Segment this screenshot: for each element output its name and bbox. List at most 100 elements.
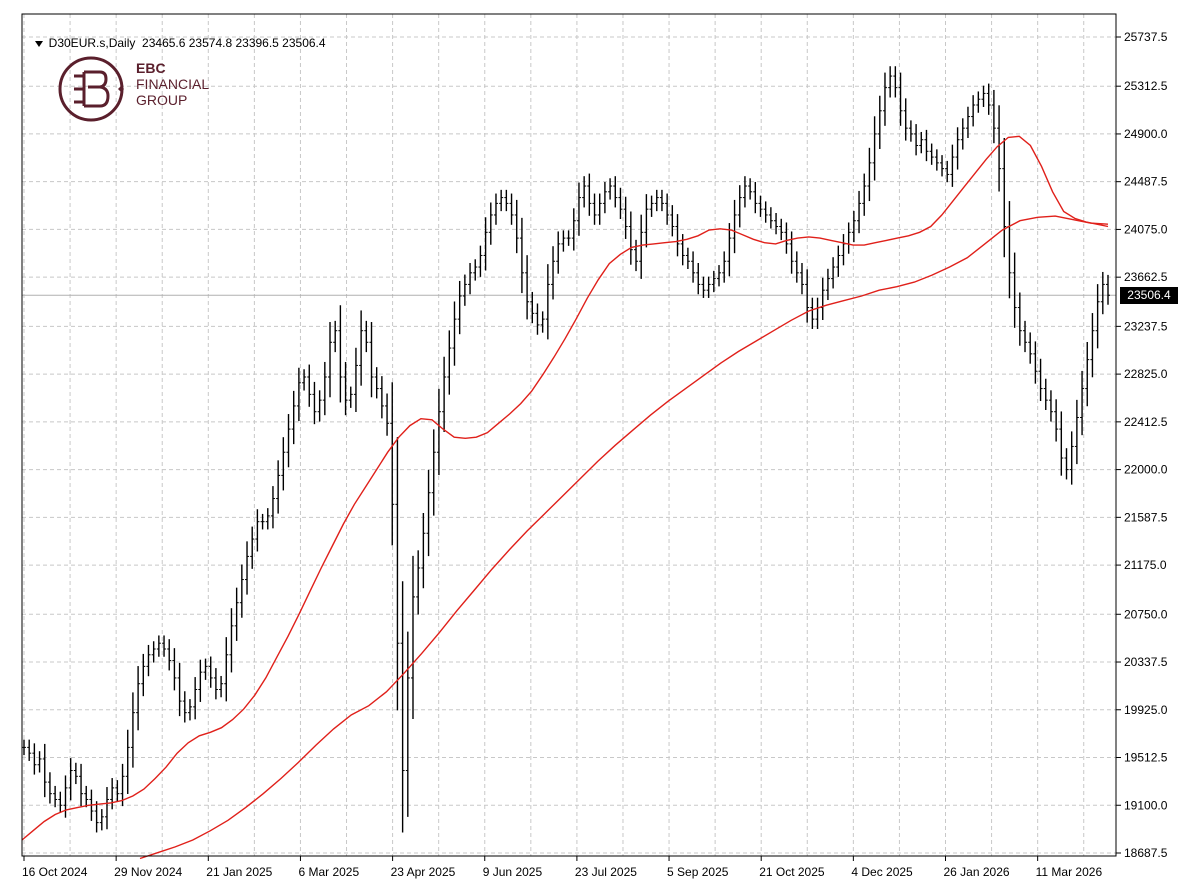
- ohlc-bar: [125, 729, 130, 794]
- ohlc-bar: [234, 587, 239, 641]
- ohlc-bar: [1090, 313, 1095, 378]
- ohlc-bar: [255, 509, 260, 552]
- x-tick-label: 9 Jun 2025: [483, 865, 543, 879]
- y-tick-label: 22825.0: [1124, 367, 1168, 381]
- ohlc-bar: [504, 189, 509, 212]
- ohlc-bar: [203, 658, 208, 680]
- ohlc-bar: [1028, 332, 1033, 364]
- x-tick-label: 5 Sep 2025: [667, 865, 729, 879]
- ohlc-bar: [379, 376, 384, 419]
- current-price-badge: 23506.4: [1120, 287, 1178, 305]
- ohlc-bar: [94, 801, 99, 833]
- ohlc-bar: [431, 429, 436, 516]
- ohlc-bar: [27, 739, 32, 761]
- ohlc-bar: [675, 214, 680, 257]
- ohlc-bar: [369, 322, 374, 398]
- ohlc-bar: [561, 230, 566, 252]
- ohlc-bar: [914, 124, 919, 156]
- ohlc-bar: [815, 297, 820, 329]
- ohlc-bar: [711, 270, 716, 293]
- ohlc-bar: [317, 390, 322, 422]
- ohlc-bar: [141, 653, 146, 697]
- ohlc-bar: [831, 257, 836, 289]
- ohlc-bar: [270, 486, 275, 529]
- ohlc-bar: [426, 469, 431, 557]
- y-tick-label: 24900.0: [1124, 127, 1168, 141]
- ohlc-bar: [208, 656, 213, 688]
- ohlc-bar: [1002, 137, 1007, 258]
- ohlc-bar: [976, 91, 981, 113]
- ohlc-bar: [535, 303, 540, 335]
- moving-averages: [21, 135, 1109, 860]
- ohlc-bar: [779, 218, 784, 241]
- ohlc-bar: [452, 301, 457, 366]
- ohlc-bar: [395, 437, 400, 711]
- ohlc-bar: [950, 144, 955, 187]
- y-tick-label: 20750.0: [1124, 607, 1168, 621]
- ohlc-bar: [825, 268, 830, 301]
- ohlc-bar: [717, 265, 722, 287]
- ohlc-bar: [307, 364, 312, 407]
- ohlc-bar: [540, 311, 545, 333]
- logo-line-3: GROUP: [136, 92, 188, 108]
- ohlc-bar: [328, 322, 333, 398]
- ohlc-bar: [758, 195, 763, 217]
- ohlc-bar: [836, 245, 841, 277]
- x-tick-label: 23 Apr 2025: [391, 865, 456, 879]
- ohlc-bar: [955, 127, 960, 170]
- ohlc-bar: [514, 199, 519, 254]
- ohlc-bar: [478, 245, 483, 277]
- ohlc-bar: [551, 246, 556, 300]
- ohlc-bar: [509, 193, 514, 225]
- ohlc-bar: [22, 739, 26, 756]
- dropdown-triangle-icon[interactable]: [34, 40, 43, 47]
- ohlc-bar: [447, 330, 452, 395]
- ohlc-bar: [291, 390, 296, 445]
- ohlc-bar: [810, 297, 815, 329]
- ohlc-bar: [634, 239, 639, 272]
- ohlc-bar: [99, 809, 104, 831]
- ohlc-bar: [1043, 378, 1048, 410]
- ohlc-bar: [623, 196, 628, 239]
- ohlc-bar: [753, 181, 758, 214]
- ohlc-bar: [385, 393, 390, 436]
- ohlc-bar: [37, 751, 42, 773]
- ohlc-bar: [302, 369, 307, 391]
- ohlc-bar: [997, 105, 1002, 192]
- ohlc-bar: [882, 72, 887, 126]
- x-tick-label: 6 Mar 2025: [298, 865, 359, 879]
- ohlc-bar: [224, 637, 229, 702]
- ohlc-bar: [312, 381, 317, 425]
- slow-moving-average-line: [139, 215, 1109, 860]
- ohlc-bar: [929, 143, 934, 165]
- ohlc-bar: [400, 581, 405, 833]
- x-tick-label: 4 Dec 2025: [851, 865, 913, 879]
- logo-line-1: EBC: [136, 60, 166, 76]
- ohlc-bar: [701, 276, 706, 298]
- ohlc-bar: [42, 743, 47, 798]
- ohlc-bar: [1012, 252, 1017, 328]
- ohlc-bar: [680, 234, 685, 266]
- ohlc-bar: [742, 176, 747, 208]
- y-tick-label: 19100.0: [1124, 798, 1168, 812]
- ohlc-bar: [193, 677, 198, 720]
- ohlc-bar: [84, 785, 89, 808]
- ohlc-bar: [665, 193, 670, 225]
- y-tick-label: 19925.0: [1124, 703, 1168, 717]
- ohlc-bar: [805, 269, 810, 323]
- ohlc-bar: [245, 541, 250, 595]
- ohlc-bar: [172, 648, 177, 691]
- ohlc-bar: [353, 347, 358, 413]
- ohlc-bar: [58, 791, 63, 814]
- ohlc-bar: [442, 356, 447, 432]
- x-tick-label: 29 Nov 2024: [114, 865, 182, 879]
- x-tick-label: 23 Jul 2025: [575, 865, 637, 879]
- ohlc-bar: [691, 251, 696, 283]
- ohlc-bar: [888, 66, 893, 98]
- ohlc-bar: [784, 222, 789, 254]
- ohlc-bar: [493, 193, 498, 225]
- ohlc-bar: [940, 155, 945, 177]
- x-tick-label: 16 Oct 2024: [22, 865, 88, 879]
- ohlc-bar: [960, 118, 965, 150]
